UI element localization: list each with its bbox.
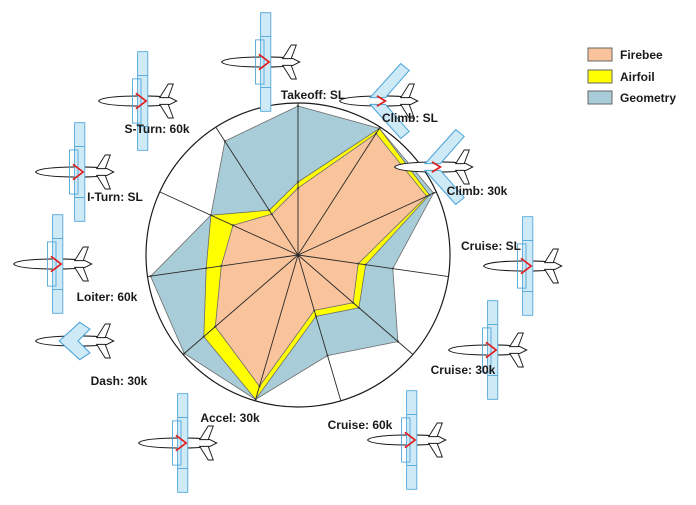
radar-spoke-7	[182, 254, 299, 355]
axis-label-3: Cruise: SL	[461, 239, 521, 253]
radar-spoke-8	[147, 254, 299, 278]
axis-label-10: S-Turn: 60k	[124, 122, 189, 136]
aircraft-icon-i-turn-sl	[34, 122, 115, 222]
legend: Firebee Airfoil Geometry	[587, 47, 676, 105]
legend-swatch-airfoil	[587, 69, 613, 84]
axis-label-5: Cruise: 60k	[328, 418, 393, 432]
axis-label-8: Loiter: 60k	[77, 290, 138, 304]
radar-spoke-2	[297, 191, 437, 256]
axis-label-0: Takeoff: SL	[281, 88, 345, 102]
radar-spoke-6	[254, 254, 299, 401]
legend-label-airfoil: Airfoil	[620, 70, 655, 84]
aircraft-icon-s-turn-60k	[97, 51, 178, 151]
axis-label-9: I-Turn: SL	[87, 190, 143, 204]
axis-label-4: Cruise: 30k	[431, 363, 496, 377]
aircraft-icon-cruise-60k	[366, 390, 447, 490]
axis-label-2: Climb: 30k	[447, 184, 508, 198]
aircraft-icon-cruise-sl	[482, 216, 563, 316]
radar-spoke-9	[159, 191, 299, 256]
aircraft-icon-climb-sl	[338, 62, 419, 140]
legend-label-firebee: Firebee	[620, 48, 663, 62]
legend-label-geometry: Geometry	[620, 91, 676, 105]
legend-swatch-firebee	[587, 47, 613, 62]
aircraft-icons	[12, 12, 563, 493]
aircraft-icon-takeoff-sl	[220, 12, 301, 112]
legend-swatch-geometry	[587, 90, 613, 105]
aircraft-icon-dash-30k	[34, 321, 115, 361]
aircraft-icon-climb-30k	[393, 128, 474, 206]
axis-label-6: Accel: 30k	[200, 411, 260, 425]
aircraft-icon-loiter-60k	[12, 214, 93, 314]
aircraft-icon-cruise-30k	[447, 300, 528, 400]
aircraft-icon-accel-30k	[137, 393, 218, 493]
series-area-firebee	[214, 132, 428, 387]
axis-label-1: Climb: SL	[382, 111, 438, 125]
radar-spoke-3	[297, 254, 449, 278]
axis-labels: Takeoff: SL Climb: SL Climb: 30k Cruise: SL…	[77, 88, 521, 432]
radar-spokes	[147, 103, 449, 401]
axis-label-7: Dash: 30k	[91, 374, 148, 388]
radar-spoke-1	[297, 126, 381, 256]
radar-spoke-10	[215, 126, 299, 256]
radar-spoke-4	[297, 254, 414, 355]
radar-spoke-5	[297, 254, 342, 401]
